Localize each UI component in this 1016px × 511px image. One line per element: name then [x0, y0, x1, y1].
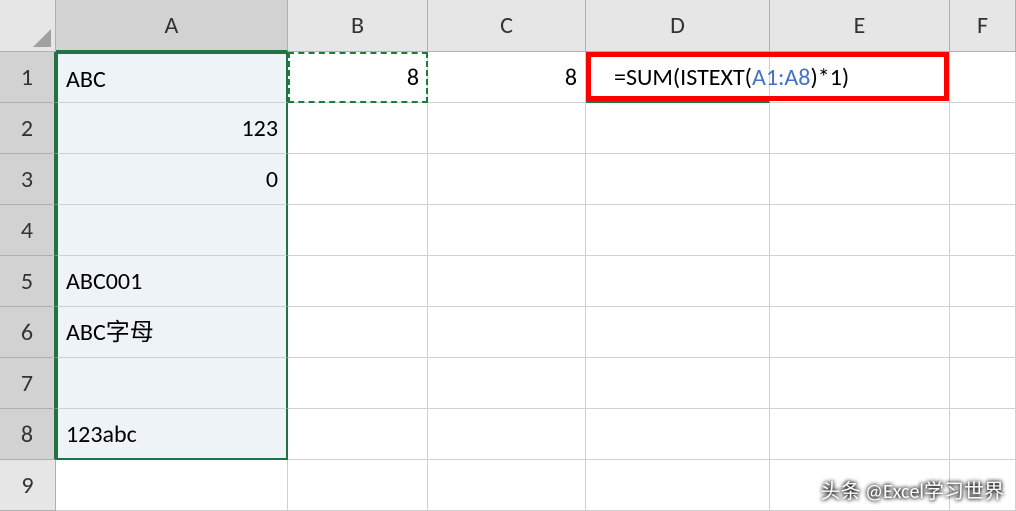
select-all-corner[interactable]: [0, 0, 56, 52]
cell-D7[interactable]: [586, 358, 770, 409]
cell-B5[interactable]: [288, 256, 428, 307]
watermark-text: 头条 @Excel学习世界: [821, 475, 1004, 504]
formula-display: =SUM(ISTEXT(A1:A8)*1): [614, 54, 849, 101]
cell-A6[interactable]: ABC字母: [56, 307, 288, 358]
cell-A7[interactable]: [56, 358, 288, 409]
cell-B4[interactable]: [288, 205, 428, 256]
col-header-B[interactable]: B: [288, 0, 428, 52]
cell-C4[interactable]: [428, 205, 586, 256]
col-header-A[interactable]: A: [56, 0, 288, 52]
cell-A8[interactable]: 123abc: [56, 409, 288, 460]
row-header-5[interactable]: 5: [0, 256, 56, 307]
cell-B8[interactable]: [288, 409, 428, 460]
cell-B7[interactable]: [288, 358, 428, 409]
cell-C6[interactable]: [428, 307, 586, 358]
cell-E4[interactable]: [770, 205, 950, 256]
cell-F8[interactable]: [950, 409, 1016, 460]
cell-C9[interactable]: [428, 460, 586, 511]
col-header-F[interactable]: F: [950, 0, 1016, 52]
row-header-6[interactable]: 6: [0, 307, 56, 358]
row-header-7[interactable]: 7: [0, 358, 56, 409]
row-header-9[interactable]: 9: [0, 460, 56, 511]
cell-B9[interactable]: [288, 460, 428, 511]
cell-D9[interactable]: [586, 460, 770, 511]
row-header-4[interactable]: 4: [0, 205, 56, 256]
formula-prefix: =SUM(ISTEXT: [614, 63, 745, 92]
col-header-C[interactable]: C: [428, 0, 586, 52]
row-header-8[interactable]: 8: [0, 409, 56, 460]
cell-E7[interactable]: [770, 358, 950, 409]
cell-F6[interactable]: [950, 307, 1016, 358]
cell-A5[interactable]: ABC001: [56, 256, 288, 307]
cell-E5[interactable]: [770, 256, 950, 307]
cell-C2[interactable]: [428, 103, 586, 154]
cell-A3[interactable]: 0: [56, 154, 288, 205]
cell-C7[interactable]: [428, 358, 586, 409]
cell-C8[interactable]: [428, 409, 586, 460]
cell-D6[interactable]: [586, 307, 770, 358]
formula-range: A1:A8: [752, 63, 811, 92]
cell-F5[interactable]: [950, 256, 1016, 307]
row-header-1[interactable]: 1: [0, 52, 56, 103]
cell-F1[interactable]: [950, 52, 1016, 103]
cell-B6[interactable]: [288, 307, 428, 358]
cell-D3[interactable]: [586, 154, 770, 205]
cell-E6[interactable]: [770, 307, 950, 358]
row-header-3[interactable]: 3: [0, 154, 56, 205]
cell-D2[interactable]: [586, 103, 770, 154]
cell-E2[interactable]: [770, 103, 950, 154]
cell-E3[interactable]: [770, 154, 950, 205]
row-header-2[interactable]: 2: [0, 103, 56, 154]
spreadsheet-grid[interactable]: A B C D E F 1 ABC 8 8 2 123 3 0 4 5 ABC0…: [0, 0, 1016, 511]
cell-C1[interactable]: 8: [428, 52, 586, 103]
col-header-D[interactable]: D: [586, 0, 770, 52]
formula-close: ): [810, 63, 817, 92]
col-header-E[interactable]: E: [770, 0, 950, 52]
cell-C5[interactable]: [428, 256, 586, 307]
formula-suffix: *1): [818, 63, 849, 92]
cell-F3[interactable]: [950, 154, 1016, 205]
cell-A4[interactable]: [56, 205, 288, 256]
cell-B2[interactable]: [288, 103, 428, 154]
cell-A1[interactable]: ABC: [56, 52, 288, 103]
cell-A9[interactable]: [56, 460, 288, 511]
formula-open: (: [745, 63, 752, 92]
cell-D4[interactable]: [586, 205, 770, 256]
cell-A2[interactable]: 123: [56, 103, 288, 154]
cell-F7[interactable]: [950, 358, 1016, 409]
cell-B1[interactable]: 8: [288, 52, 428, 103]
cell-D5[interactable]: [586, 256, 770, 307]
cell-B3[interactable]: [288, 154, 428, 205]
cell-C3[interactable]: [428, 154, 586, 205]
cell-F4[interactable]: [950, 205, 1016, 256]
cell-F2[interactable]: [950, 103, 1016, 154]
cell-E8[interactable]: [770, 409, 950, 460]
cell-D8[interactable]: [586, 409, 770, 460]
